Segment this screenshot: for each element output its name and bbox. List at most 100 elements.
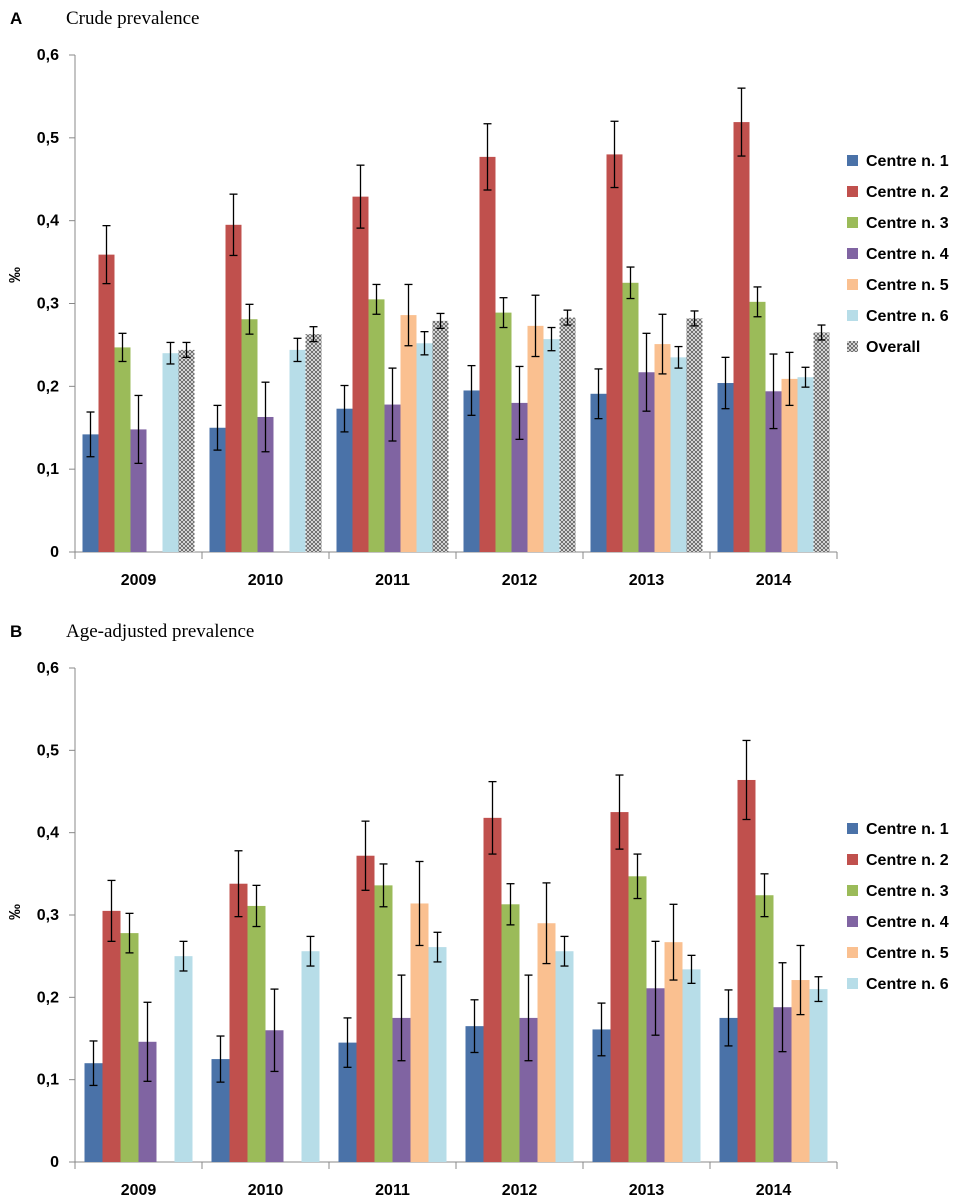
panel-a-x-tick-label: 2009 — [121, 572, 157, 589]
panel-b-bar-centre-n-2 — [610, 812, 629, 1162]
panel-a-bar-centre-n-6 — [797, 377, 814, 552]
panel-b-bar-centre-n-6 — [555, 951, 574, 1162]
panel-b-title: Age-adjusted prevalence — [66, 621, 254, 642]
panel-a-bar-centre-n-1 — [336, 408, 353, 552]
panel-b-legend-label-centre-n-6: Centre n. 6 — [866, 976, 949, 993]
panel-a-bar-centre-n-2 — [98, 254, 115, 552]
panel-a-letter: A — [10, 9, 22, 28]
panel-a-bar-centre-n-2 — [225, 224, 242, 552]
panel-b-bar-centre-n-1 — [84, 1063, 103, 1162]
panel-a-legend-label-centre-n-1: Centre n. 1 — [866, 153, 949, 170]
panel-a-y-tick-label: 0,2 — [37, 378, 59, 395]
panel-b-x-tick-label: 2009 — [121, 1182, 157, 1196]
panel-b-bar-centre-n-2 — [102, 910, 121, 1162]
panel-b-bar-centre-n-3 — [374, 885, 393, 1162]
panel-b-y-tick-label: 0 — [50, 1154, 59, 1171]
panel-a-bar-centre-n-1 — [209, 427, 226, 552]
panel-b-y-tick-label: 0,4 — [37, 825, 59, 842]
panel-b-legend-label-centre-n-1: Centre n. 1 — [866, 821, 949, 838]
panel-b-legend-swatch-centre-n-2 — [847, 854, 858, 865]
panel-a-bar-centre-n-3 — [241, 319, 258, 552]
panel-a-x-tick-label: 2014 — [756, 572, 792, 589]
panel-a-y-tick-label: 0,3 — [37, 296, 59, 313]
panel-b-x-tick-label: 2014 — [756, 1182, 792, 1196]
panel-a-bar-centre-n-5 — [400, 315, 417, 552]
panel-b-letter: B — [10, 622, 22, 641]
panel-b-bar-centre-n-1 — [211, 1059, 230, 1162]
panel-b-legend-swatch-centre-n-3 — [847, 885, 858, 896]
panel-a-legend-label-centre-n-3: Centre n. 3 — [866, 215, 949, 232]
panel-b-bar-centre-n-6 — [682, 969, 701, 1162]
panel-a-legend-label-centre-n-4: Centre n. 4 — [866, 246, 949, 263]
panel-a-bar-centre-n-6 — [543, 339, 560, 552]
panel-a-legend-swatch-centre-n-3 — [847, 217, 858, 228]
panel-a-bar-centre-n-2 — [479, 156, 496, 552]
panel-a-legend-swatch-centre-n-6 — [847, 310, 858, 321]
panel-b-legend-swatch-centre-n-4 — [847, 916, 858, 927]
panel-b-bar-centre-n-3 — [755, 895, 774, 1162]
panel-a-bar-centre-n-6 — [162, 353, 179, 552]
panel-a-bar-centre-n-1 — [717, 383, 734, 552]
panel-b-plot: 0 0,1 0,2 0,3 0,4 0,5 0,6 2009 2010 2011 2012 2013 2… — [37, 660, 949, 1199]
panel-a-plot: 0 0,1 0,2 0,3 0,4 0,5 0,6 2009 2010 2011 2012 2013 2… — [37, 47, 949, 589]
panel-b-bar-centre-n-1 — [719, 1017, 738, 1162]
panel-a-x-tick-label: 2011 — [375, 572, 410, 589]
panel-a-bar-centre-n-1 — [590, 393, 607, 552]
panel-a-legend-label-centre-n-5: Centre n. 5 — [866, 277, 949, 294]
panel-b-bar-centre-n-6 — [174, 956, 193, 1162]
panel-b-bar-centre-n-1 — [465, 1026, 484, 1162]
panel-b-legend-swatch-centre-n-5 — [847, 947, 858, 958]
panel-b-bar-centre-n-5 — [537, 923, 556, 1162]
panel-a-bar-overall — [813, 332, 830, 552]
panel-b-bar-centre-n-3 — [501, 904, 520, 1162]
panel-b-bar-centre-n-2 — [229, 883, 248, 1162]
panel-b-bar-centre-n-2 — [356, 855, 375, 1162]
panel-a-y-tick-label: 0 — [50, 544, 59, 561]
panel-a-legend-label-overall: Overall — [866, 339, 920, 356]
panel-a-bar-centre-n-4 — [257, 416, 274, 552]
panel-b-bar-centre-n-5 — [664, 942, 683, 1162]
panel-b-legend-swatch-centre-n-6 — [847, 978, 858, 989]
panel-b-legend-label-centre-n-5: Centre n. 5 — [866, 945, 949, 962]
panel-a-bar-centre-n-3 — [622, 282, 639, 552]
panel-b-bar-centre-n-4 — [138, 1041, 157, 1162]
panel-b-y-tick-label: 0,5 — [37, 742, 59, 759]
panel-b-bar-centre-n-2 — [483, 817, 502, 1162]
panel-b-bar-centre-n-4 — [773, 1007, 792, 1162]
panel-b-x-tick-label: 2011 — [375, 1182, 410, 1196]
panel-a-bar-overall — [686, 318, 703, 552]
panel-a-y-tick-label: 0,1 — [37, 461, 59, 478]
panel-b-bar-centre-n-3 — [247, 905, 266, 1162]
panel-b-x-tick-label: 2012 — [502, 1182, 538, 1196]
panel-b-bar-centre-n-4 — [392, 1017, 411, 1162]
panel-a-bar-centre-n-5 — [654, 344, 671, 552]
panel-a-bar-centre-n-1 — [463, 390, 480, 552]
panel-a-y-tick-label: 0,6 — [37, 47, 59, 64]
panel-b-x-tick-label: 2010 — [248, 1182, 284, 1196]
panel-a-bar-centre-n-5 — [781, 378, 798, 552]
panel-a-legend-swatch-centre-n-2 — [847, 186, 858, 197]
panel-a-bar-centre-n-3 — [114, 347, 131, 552]
panel-b-y-tick-label: 0,3 — [37, 907, 59, 924]
panel-b-bar-centre-n-4 — [519, 1017, 538, 1162]
panel-a-legend-swatch-centre-n-5 — [847, 279, 858, 290]
panel-a-bar-centre-n-4 — [765, 391, 782, 552]
panel-b-bar-centre-n-4 — [646, 988, 665, 1162]
panel-a-bar-centre-n-1 — [82, 434, 99, 552]
panel-a-bar-overall — [432, 320, 449, 552]
panel-b-bar-centre-n-6 — [428, 947, 447, 1162]
panel-a-bar-overall — [305, 334, 322, 552]
panel-b-legend-swatch-centre-n-1 — [847, 823, 858, 834]
panel-b-bar-centre-n-1 — [592, 1029, 611, 1162]
panel-b-legend-label-centre-n-3: Centre n. 3 — [866, 883, 949, 900]
panel-a-bar-centre-n-3 — [368, 299, 385, 552]
panel-a-x-tick-label: 2012 — [502, 572, 538, 589]
panel-b-bar-centre-n-3 — [628, 876, 647, 1162]
panel-b-bar-centre-n-4 — [265, 1030, 284, 1162]
panel-a-bar-centre-n-3 — [749, 301, 766, 552]
panel-b-bar-centre-n-3 — [120, 933, 139, 1162]
panel-a-title: Crude prevalence — [66, 8, 199, 29]
panel-b-legend-label-centre-n-2: Centre n. 2 — [866, 852, 949, 869]
